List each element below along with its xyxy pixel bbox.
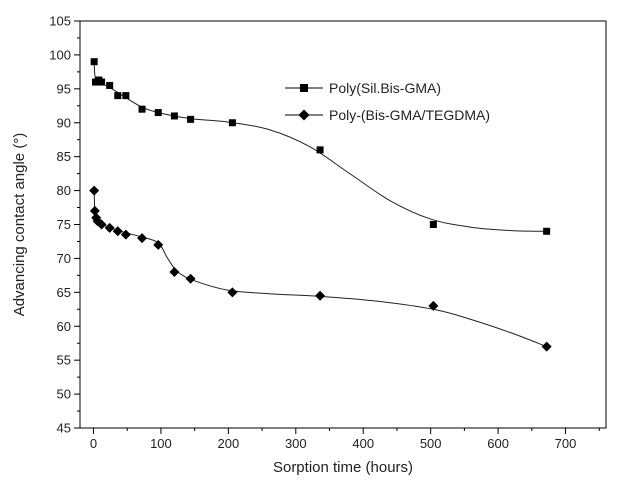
point-series-1 — [187, 115, 195, 123]
y-tick-label: 70 — [57, 251, 71, 266]
point-series-1 — [106, 81, 114, 89]
y-tick-label: 95 — [57, 81, 71, 96]
y-tick-label: 100 — [49, 47, 71, 62]
point-series-1 — [90, 58, 98, 66]
y-tick-label: 60 — [57, 319, 71, 334]
fit-curves — [93, 61, 547, 348]
y-tick-label: 105 — [49, 14, 71, 29]
point-series-1 — [543, 227, 551, 235]
point-series-2 — [96, 219, 107, 230]
x-tick-label: 100 — [150, 436, 172, 451]
point-series-1 — [98, 78, 106, 86]
y-tick-label: 65 — [57, 285, 71, 300]
legend-marker-diamond — [298, 109, 310, 121]
y-tick-label: 85 — [57, 149, 71, 164]
x-tick-label: 600 — [487, 436, 509, 451]
data-markers — [89, 58, 552, 352]
legend-entry-2: Poly-(Bis-GMA/TEGDMA) — [285, 107, 490, 123]
y-tick-label: 90 — [57, 115, 71, 130]
y-tick-label: 50 — [57, 387, 71, 402]
point-series-2 — [104, 222, 115, 233]
x-tick-label: 200 — [218, 436, 240, 451]
point-series-1 — [154, 109, 162, 117]
legend-label-2: Poly-(Bis-GMA/TEGDMA) — [329, 107, 490, 123]
legend: Poly(Sil.Bis-GMA) Poly-(Bis-GMA/TEGDMA) — [285, 80, 490, 123]
point-series-2 — [185, 273, 196, 284]
point-series-1 — [170, 112, 178, 120]
legend-label-1: Poly(Sil.Bis-GMA) — [329, 80, 441, 96]
point-series-2 — [169, 266, 180, 277]
x-axis-label: Sorption time (hours) — [273, 459, 413, 476]
x-tick-label: 700 — [555, 436, 577, 451]
point-series-1 — [316, 146, 324, 154]
point-series-2 — [89, 185, 100, 196]
point-series-2 — [428, 300, 439, 311]
x-tick-label: 500 — [420, 436, 442, 451]
point-series-1 — [228, 119, 236, 127]
point-series-1 — [429, 221, 437, 228]
point-series-2 — [153, 239, 164, 250]
y-tick-label: 80 — [57, 183, 71, 198]
y-tick-label: 75 — [57, 217, 71, 232]
point-series-2 — [89, 205, 100, 216]
point-series-1 — [114, 92, 122, 100]
point-series-2 — [120, 229, 131, 240]
y-tick-label: 45 — [57, 421, 71, 436]
point-series-1 — [122, 92, 130, 100]
y-tick-label: 55 — [57, 353, 71, 368]
point-series-2 — [315, 290, 326, 301]
x-tick-label: 0 — [90, 436, 97, 451]
point-series-2 — [227, 287, 238, 298]
y-axis-label: Advancing contact angle (°) — [11, 133, 28, 317]
x-tick-label: 400 — [352, 436, 374, 451]
point-series-2 — [137, 233, 148, 244]
legend-marker-square — [300, 84, 308, 92]
legend-entry-1: Poly(Sil.Bis-GMA) — [285, 80, 441, 96]
axes: 45 50 55 60 65 70 75 80 85 90 95 100 105 0 100 200 300 40… — [49, 14, 607, 451]
point-series-2 — [541, 341, 552, 352]
point-series-2 — [112, 226, 123, 237]
x-tick-label: 300 — [285, 436, 307, 451]
fit-curve-series-2 — [93, 190, 547, 348]
point-series-1 — [138, 105, 146, 113]
